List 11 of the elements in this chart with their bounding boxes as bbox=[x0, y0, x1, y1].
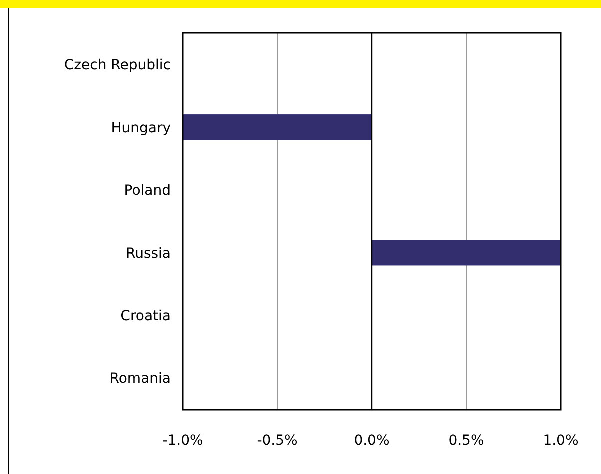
x-tick-label: 0.0% bbox=[354, 433, 390, 449]
y-tick-label: Russia bbox=[126, 246, 171, 262]
x-tick-label: -1.0% bbox=[162, 433, 204, 449]
y-tick-label: Hungary bbox=[111, 120, 171, 136]
y-tick-label: Romania bbox=[110, 371, 171, 388]
x-tick-label: 1.0% bbox=[543, 433, 579, 449]
y-tick-label: Croatia bbox=[120, 308, 171, 324]
y-tick-label: Poland bbox=[124, 183, 171, 200]
x-tick-label: 0.5% bbox=[448, 433, 484, 449]
y-tick-label: Czech Republic bbox=[64, 58, 171, 74]
x-tick-label: -0.5% bbox=[257, 433, 298, 449]
